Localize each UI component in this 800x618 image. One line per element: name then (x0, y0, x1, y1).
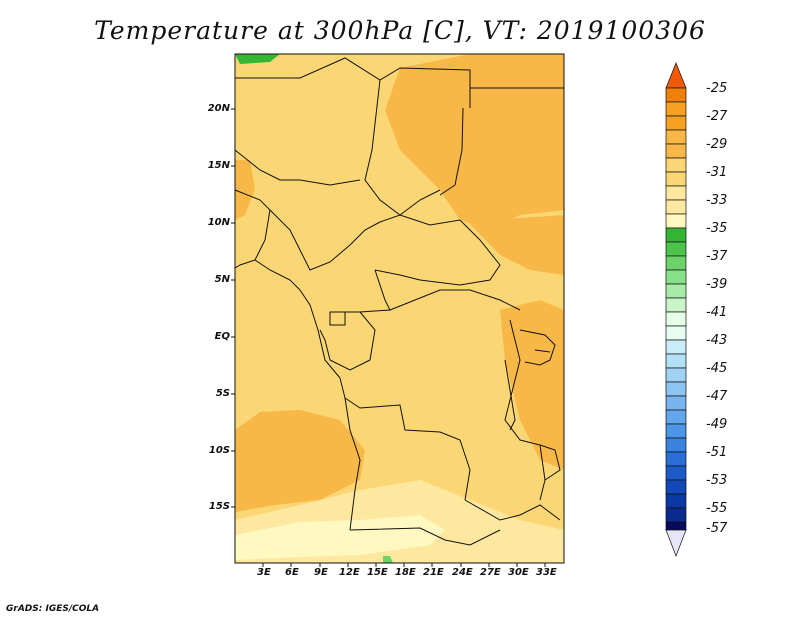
colorbar-label: -45 (706, 361, 728, 376)
colorbar-swatch (665, 339, 687, 355)
map-border (234, 53, 565, 564)
axis-ticks (231, 108, 546, 567)
lat-label: EQ (214, 331, 230, 342)
country-borders (234, 57, 564, 546)
grads-credit: GrADS: IGES/COLA (6, 604, 100, 614)
lat-label: 10S (208, 445, 230, 456)
colorbar-swatch (665, 311, 687, 327)
colorbar-label: -53 (706, 473, 728, 488)
lon-label: 21E (423, 567, 444, 578)
colorbar-label: -41 (706, 305, 728, 320)
colorbar-swatch (665, 87, 687, 103)
lon-label: 6E (285, 567, 299, 578)
lat-label: 5N (214, 274, 230, 285)
colorbar-label: -27 (706, 109, 728, 124)
colorbar-swatch (665, 129, 687, 145)
colorbar-label: -43 (706, 333, 728, 348)
colorbar-label: -37 (706, 249, 728, 264)
colorbar-swatch (665, 451, 687, 467)
colorbar-label: -55 (706, 501, 728, 516)
colorbar (665, 62, 687, 557)
colorbar-swatch (665, 213, 687, 229)
lon-label: 30E (508, 567, 529, 578)
colorbar-label: -33 (706, 193, 728, 208)
colorbar-swatch (665, 423, 687, 439)
lat-label: 20N (207, 103, 230, 114)
lon-label: 15E (367, 567, 388, 578)
colorbar-swatch (665, 269, 687, 285)
colorbar-bottom-triangle (665, 529, 687, 557)
colorbar-swatch (665, 115, 687, 131)
colorbar-label: -29 (706, 137, 728, 152)
colorbar-swatch (665, 283, 687, 299)
lon-label: 18E (395, 567, 416, 578)
colorbar-swatch (665, 479, 687, 495)
colorbar-swatch (665, 297, 687, 313)
colorbar-label: -39 (706, 277, 728, 292)
lat-label: 5S (215, 388, 230, 399)
lat-label: 15N (207, 160, 230, 171)
colorbar-swatch (665, 507, 687, 523)
colorbar-swatch (665, 241, 687, 257)
colorbar-swatch (665, 353, 687, 369)
lon-label: 24E (452, 567, 473, 578)
colorbar-swatch (665, 185, 687, 201)
colorbar-label: -47 (706, 389, 728, 404)
lat-label: 15S (208, 501, 230, 512)
colorbar-swatch (665, 493, 687, 509)
coolest-regions (235, 515, 445, 560)
colorbar-swatch (665, 157, 687, 173)
colorbar-label: -51 (706, 445, 728, 460)
lon-label: 3E (257, 567, 271, 578)
map-title: Temperature at 300hPa [C], VT: 201910030… (94, 16, 706, 45)
lon-label: 33E (536, 567, 557, 578)
colorbar-swatch (665, 409, 687, 425)
colorbar-swatch (665, 381, 687, 397)
lon-label: 27E (480, 567, 501, 578)
colorbar-swatch (665, 465, 687, 481)
colorbar-swatch (665, 143, 687, 159)
colorbar-label: -31 (706, 165, 728, 180)
colorbar-top-triangle (665, 62, 687, 89)
green-patch-north (235, 54, 280, 64)
warm-regions (235, 54, 564, 512)
colorbar-label: -49 (706, 417, 728, 432)
colorbar-swatch (665, 437, 687, 453)
lat-label: 10N (207, 217, 230, 228)
colorbar-label: -57 (706, 521, 728, 536)
green-patch-south (383, 556, 393, 563)
colorbar-swatch (665, 199, 687, 215)
colorbar-swatch (665, 325, 687, 341)
colorbar-swatch (665, 171, 687, 187)
colorbar-label: -35 (706, 221, 728, 236)
colorbar-swatch (665, 395, 687, 411)
colorbar-swatch (665, 521, 687, 531)
colorbar-label: -25 (706, 81, 728, 96)
lon-label: 12E (339, 567, 360, 578)
lon-label: 9E (314, 567, 328, 578)
colorbar-swatch (665, 367, 687, 383)
colorbar-swatch (665, 255, 687, 271)
colorbar-swatch (665, 101, 687, 117)
colorbar-swatch (665, 227, 687, 243)
